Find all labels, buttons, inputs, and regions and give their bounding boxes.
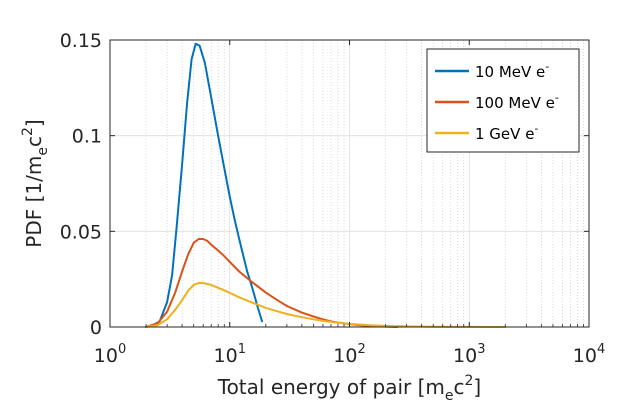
x-axis-label-end: ] (473, 375, 481, 399)
legend-label-name: 1 GeV e (475, 125, 534, 143)
y-axis-label: PDF [1/mec2] (20, 119, 51, 247)
x-tick-label-exponent: 3 (477, 342, 485, 357)
legend: 10 MeV e-100 MeV e-1 GeV e- (426, 48, 580, 153)
x-tick-label-base: 10 (94, 345, 118, 367)
y-axis-label-mid: c (22, 136, 46, 147)
y-tick-label: 0 (90, 317, 102, 339)
legend-label-name: 100 MeV e (475, 94, 555, 112)
y-axis-label-sub: e (35, 147, 51, 156)
x-axis-label: Total energy of pair [mec2] (217, 373, 481, 404)
x-tick-label-base: 10 (214, 345, 238, 367)
series-line-1 (145, 42, 263, 328)
series-line-2 (145, 238, 399, 328)
legend-label-1: 10 MeV e- (475, 60, 549, 81)
legend-label-superscript: - (534, 122, 538, 135)
x-tick-label: 100 (94, 342, 126, 367)
x-axis-label-sub: e (445, 388, 454, 404)
x-tick-label: 104 (573, 342, 605, 367)
x-tick-label: 102 (333, 342, 365, 367)
x-tick-label-exponent: 4 (597, 342, 605, 357)
legend-label-2: 100 MeV e- (475, 91, 559, 112)
x-tick-label-exponent: 0 (118, 342, 126, 357)
legend-label-name: 10 MeV e (475, 63, 545, 81)
x-tick-label-base: 10 (573, 345, 597, 367)
x-tick-label: 101 (214, 342, 246, 367)
x-tick-label-base: 10 (453, 345, 477, 367)
x-axis-label-mid: c (454, 375, 465, 399)
x-tick-label-exponent: 1 (238, 342, 246, 357)
y-axis-label-end: ] (22, 119, 46, 127)
x-axis-label-sup: 2 (465, 373, 474, 389)
legend-label-superscript: - (545, 60, 549, 73)
legend-label-3: 1 GeV e- (475, 122, 538, 143)
x-axis-label-base: Total energy of pair [m (217, 375, 445, 399)
y-axis-label-base: PDF [1/m (22, 156, 46, 248)
y-tick-label: 0.15 (60, 30, 102, 52)
x-tick-label-exponent: 2 (357, 342, 365, 357)
legend-label-superscript: - (555, 91, 559, 104)
x-tick-label: 103 (453, 342, 485, 367)
legend-box (426, 48, 580, 153)
y-tick-label: 0.1 (72, 126, 102, 148)
x-tick-label-base: 10 (333, 345, 357, 367)
y-tick-label: 0.05 (60, 221, 102, 243)
y-axis-label-sup: 2 (20, 127, 36, 136)
series-line-3 (145, 282, 507, 328)
